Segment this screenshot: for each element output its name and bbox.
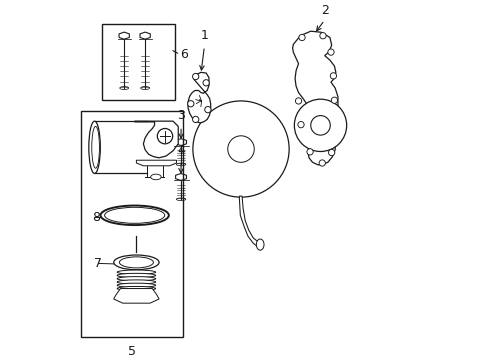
Polygon shape bbox=[136, 160, 176, 166]
Ellipse shape bbox=[114, 255, 159, 270]
Circle shape bbox=[204, 107, 211, 113]
Circle shape bbox=[306, 149, 312, 155]
Circle shape bbox=[187, 100, 194, 107]
Polygon shape bbox=[292, 31, 337, 165]
Ellipse shape bbox=[117, 283, 155, 287]
Ellipse shape bbox=[117, 287, 155, 291]
Ellipse shape bbox=[89, 121, 100, 174]
Ellipse shape bbox=[92, 126, 99, 168]
Text: 8: 8 bbox=[92, 211, 100, 224]
Circle shape bbox=[327, 49, 333, 55]
Circle shape bbox=[192, 116, 199, 122]
Circle shape bbox=[294, 99, 346, 152]
Circle shape bbox=[295, 98, 301, 104]
Ellipse shape bbox=[117, 270, 155, 274]
Ellipse shape bbox=[117, 273, 155, 278]
Circle shape bbox=[310, 116, 329, 135]
Circle shape bbox=[298, 34, 305, 41]
Circle shape bbox=[203, 80, 209, 86]
Polygon shape bbox=[175, 174, 186, 180]
Circle shape bbox=[192, 101, 288, 197]
Ellipse shape bbox=[117, 276, 155, 281]
Circle shape bbox=[329, 73, 336, 79]
Polygon shape bbox=[134, 121, 178, 158]
Ellipse shape bbox=[101, 206, 168, 225]
Text: 2: 2 bbox=[321, 4, 328, 17]
Bar bbox=[81, 111, 183, 337]
Polygon shape bbox=[175, 139, 186, 145]
Circle shape bbox=[331, 97, 337, 103]
Text: 1: 1 bbox=[200, 29, 208, 42]
Text: 7: 7 bbox=[94, 257, 102, 270]
Circle shape bbox=[319, 160, 325, 166]
Circle shape bbox=[192, 73, 199, 80]
Circle shape bbox=[328, 149, 334, 156]
Text: 5: 5 bbox=[128, 345, 136, 358]
Circle shape bbox=[319, 33, 325, 39]
Circle shape bbox=[297, 122, 304, 128]
Polygon shape bbox=[187, 72, 210, 123]
Polygon shape bbox=[239, 196, 262, 247]
Polygon shape bbox=[114, 288, 159, 303]
Circle shape bbox=[157, 129, 172, 144]
Text: 6: 6 bbox=[180, 48, 188, 62]
Bar bbox=[102, 23, 174, 100]
Ellipse shape bbox=[176, 198, 185, 201]
Circle shape bbox=[227, 136, 254, 162]
Text: 3: 3 bbox=[177, 109, 184, 122]
Ellipse shape bbox=[104, 207, 164, 223]
Ellipse shape bbox=[117, 280, 155, 284]
Text: 4: 4 bbox=[177, 144, 184, 157]
Ellipse shape bbox=[119, 257, 153, 268]
Ellipse shape bbox=[176, 163, 185, 166]
Ellipse shape bbox=[150, 174, 161, 180]
Ellipse shape bbox=[256, 239, 264, 250]
